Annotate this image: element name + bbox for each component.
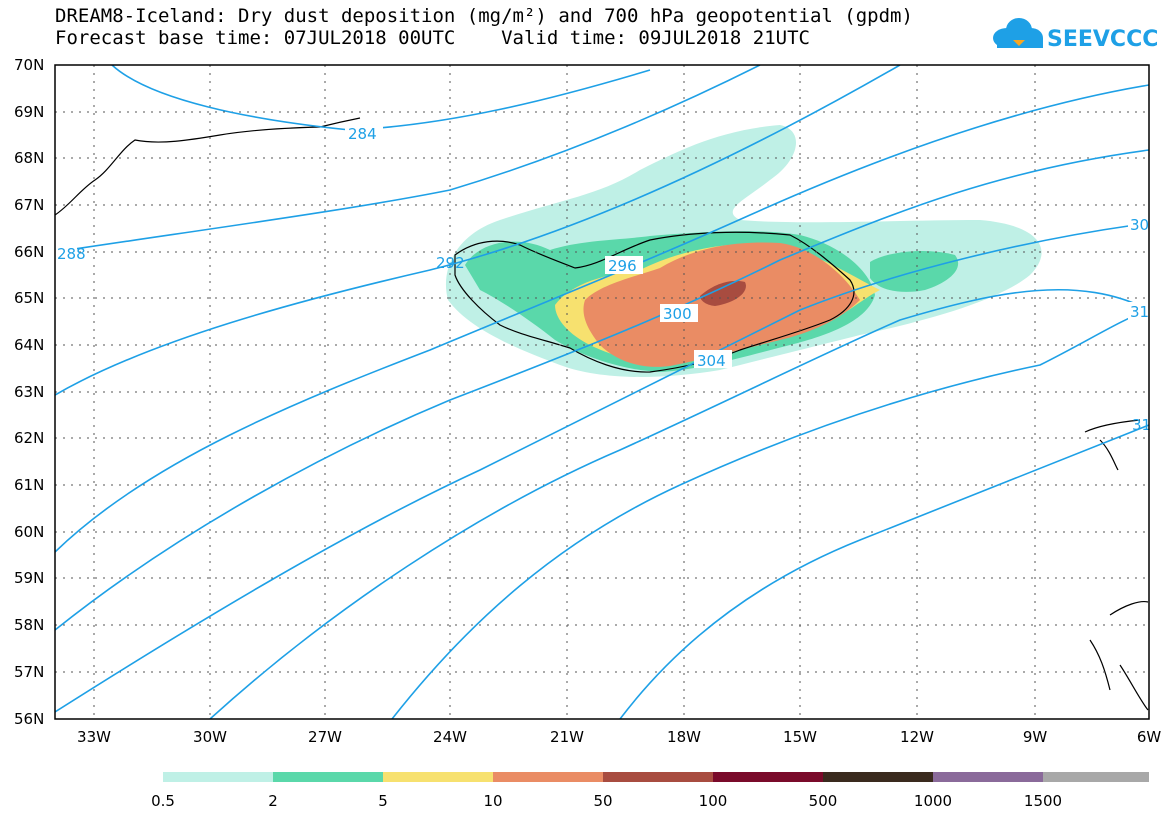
lon-label: 21W bbox=[550, 728, 584, 746]
contour-label-300: 300 bbox=[663, 305, 692, 323]
lat-label: 70N bbox=[14, 56, 44, 74]
lat-label: 61N bbox=[14, 476, 44, 494]
lon-label: 12W bbox=[900, 728, 934, 746]
legend-swatch bbox=[933, 772, 1043, 782]
lat-label: 64N bbox=[14, 336, 44, 354]
iceland-coast bbox=[454, 231, 855, 373]
contour-300 bbox=[55, 149, 1149, 631]
faroe-coast bbox=[1084, 419, 1141, 471]
legend-swatch bbox=[383, 772, 493, 782]
contour-label-316: 31 bbox=[1132, 416, 1151, 434]
latitude-labels: 70N 69N 68N 67N 66N 65N 64N 63N 62N 61N … bbox=[14, 56, 44, 728]
greenland-coast bbox=[55, 117, 361, 216]
lat-label: 69N bbox=[14, 103, 44, 121]
legend-swatch bbox=[493, 772, 603, 782]
gridlines bbox=[55, 65, 1149, 719]
lat-label: 57N bbox=[14, 663, 44, 681]
legend-label: 50 bbox=[593, 792, 612, 810]
map-title: DREAM8-Iceland: Dry dust deposition (mg/… bbox=[55, 5, 913, 27]
legend-label: 0.5 bbox=[151, 792, 175, 810]
contour-label-296: 296 bbox=[608, 257, 637, 275]
dust-field-10 bbox=[583, 242, 860, 367]
lat-label: 68N bbox=[14, 149, 44, 167]
contour-label-304: 304 bbox=[697, 352, 726, 370]
contour-296 bbox=[55, 84, 1149, 553]
longitude-labels: 33W 30W 27W 24W 21W 18W 15W 12W 9W 6W bbox=[77, 728, 1161, 746]
lat-label: 59N bbox=[14, 569, 44, 587]
contour-288 bbox=[55, 65, 761, 253]
contour-308 bbox=[209, 288, 1149, 719]
legend-swatch bbox=[1043, 772, 1149, 782]
lat-label: 67N bbox=[14, 196, 44, 214]
lon-label: 27W bbox=[308, 728, 342, 746]
legend-label: 100 bbox=[699, 792, 728, 810]
legend: 0.5 2 5 10 50 100 500 1000 1500 bbox=[151, 772, 1149, 810]
lon-label: 33W bbox=[77, 728, 111, 746]
lat-label: 56N bbox=[14, 710, 44, 728]
contour-label-312: 31 bbox=[1130, 303, 1149, 321]
legend-swatch bbox=[603, 772, 713, 782]
lat-label: 60N bbox=[14, 523, 44, 541]
legend-label: 500 bbox=[809, 792, 838, 810]
legend-label: 2 bbox=[268, 792, 278, 810]
legend-swatch bbox=[273, 772, 383, 782]
contour-304 bbox=[55, 224, 1136, 713]
dust-field-50 bbox=[700, 280, 746, 306]
legend-label: 1000 bbox=[914, 792, 952, 810]
lat-label: 66N bbox=[14, 243, 44, 261]
contour-284 bbox=[111, 65, 651, 131]
contour-312 bbox=[391, 309, 1149, 719]
lon-label: 15W bbox=[783, 728, 817, 746]
dust-fields bbox=[445, 125, 1042, 377]
lat-label: 65N bbox=[14, 289, 44, 307]
legend-swatch bbox=[823, 772, 933, 782]
legend-label: 10 bbox=[483, 792, 502, 810]
map-subtitle: Forecast base time: 07JUL2018 00UTC Vali… bbox=[55, 27, 810, 49]
contour-label-284: 284 bbox=[348, 125, 377, 143]
legend-swatch bbox=[713, 772, 823, 782]
map-frame bbox=[54, 64, 1150, 720]
lon-label: 24W bbox=[433, 728, 467, 746]
contour-label-292: 292 bbox=[436, 254, 465, 272]
lon-label: 9W bbox=[1023, 728, 1048, 746]
contour-label-288: 288 bbox=[57, 245, 86, 263]
contour-316 bbox=[619, 424, 1149, 719]
logo-text: SEEVCCC bbox=[1047, 27, 1158, 52]
legend-label: 1500 bbox=[1024, 792, 1062, 810]
lat-label: 58N bbox=[14, 616, 44, 634]
lon-label: 30W bbox=[193, 728, 227, 746]
lon-label: 18W bbox=[667, 728, 701, 746]
scotland-coast bbox=[1089, 600, 1149, 711]
legend-swatch bbox=[163, 772, 273, 782]
legend-label: 5 bbox=[378, 792, 388, 810]
lat-label: 63N bbox=[14, 383, 44, 401]
lat-label: 62N bbox=[14, 429, 44, 447]
contour-label-308: 30 bbox=[1130, 216, 1149, 234]
lon-label: 6W bbox=[1137, 728, 1162, 746]
cloud-icon bbox=[993, 18, 1043, 48]
contour-292 bbox=[55, 65, 901, 396]
contour-labels: 284 288 292 296 300 304 30 31 31 bbox=[55, 124, 1151, 434]
seevccc-logo: SEEVCCC bbox=[993, 18, 1158, 52]
